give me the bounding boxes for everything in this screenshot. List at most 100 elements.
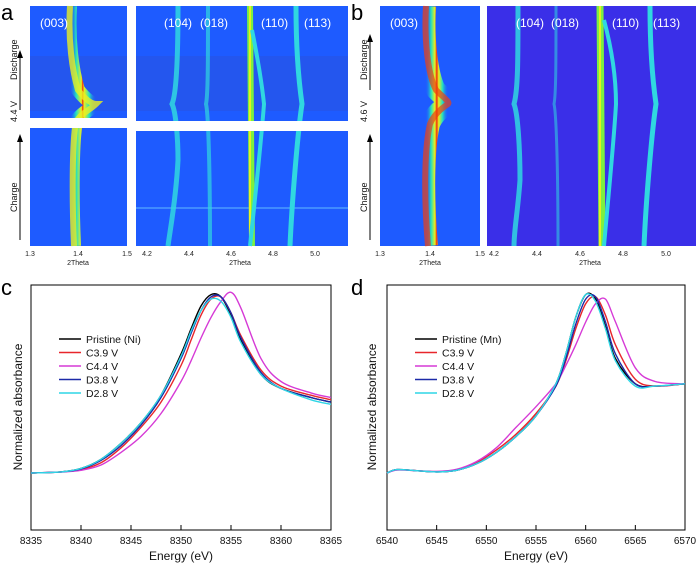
peak-label-b-110: (110) <box>612 16 639 30</box>
tick-b-right-1: 4.4 <box>532 251 542 258</box>
x-tick-label: 6555 <box>525 536 548 547</box>
legend-label: C4.4 V <box>442 361 474 373</box>
legend-d: Pristine (Mn) C3.9 VC4.4 V D3.8 VD2.8 V <box>415 334 502 400</box>
legend-label: C3.9 V <box>86 348 118 360</box>
x-tick-label: 6540 <box>376 536 399 547</box>
peak-113-trace-a <box>287 5 305 247</box>
tick-b-left-0: 1.3 <box>375 251 385 258</box>
xrd-contour-panel-b: Discharge 4.6 V Charge (003) 1.3 1.4 1.5… <box>359 5 696 267</box>
panel-letter-b: b <box>351 0 364 25</box>
side-labels-a: Discharge 4.4 V Charge <box>9 39 23 240</box>
xlabel-b-right: 2Theta <box>579 260 601 267</box>
x-tick-label: 8340 <box>70 536 93 547</box>
peak-110-split-a <box>248 29 267 247</box>
tick-a-right-2: 4.6 <box>226 251 236 258</box>
panel-letter-a: a <box>1 0 14 25</box>
series-lines-d <box>386 292 686 474</box>
peak-110-split-b <box>602 19 619 247</box>
peak-label-b-018: (018) <box>551 16 579 30</box>
xlabel-a-left: 2Theta <box>67 260 89 267</box>
x-tick-label: 6560 <box>575 536 598 547</box>
map-b-left: (003) 1.3 1.4 1.5 2Theta <box>375 5 485 267</box>
legend-label: C4.4 V <box>86 361 118 373</box>
peak-003-core-b <box>422 5 452 247</box>
series-line-c3-9-v <box>386 295 686 474</box>
tick-a-left-0: 1.3 <box>25 251 35 258</box>
discharge-arrowhead-b <box>367 34 373 42</box>
peak-018-trace-b <box>552 5 560 247</box>
tick-a-left-1: 1.4 <box>73 251 83 258</box>
xlabel-a-right: 2Theta <box>229 260 251 267</box>
tick-b-right-4: 5.0 <box>661 251 671 258</box>
map-b-right: (104) (018) (110) (113) 4.2 4.4 4.6 4.8 … <box>487 5 696 267</box>
legend-label: D2.8 V <box>86 388 118 400</box>
x-axis-title-c: Energy (eV) <box>149 549 213 563</box>
series-lines-c <box>30 291 332 474</box>
series-line-pristine-ni- <box>30 293 332 474</box>
tick-a-right-1: 4.4 <box>184 251 194 258</box>
plot-frame-c <box>30 284 332 531</box>
tick-a-right-0: 4.2 <box>142 251 152 258</box>
peak-label-b-104: (104) <box>516 16 544 30</box>
peak-label-a-003: (003) <box>40 16 68 30</box>
charge-arrowhead-a <box>17 134 23 142</box>
x-tick-label: 6565 <box>624 536 647 547</box>
voltage-label-a: 4.4 V <box>9 101 19 122</box>
x-tick-label: 8355 <box>220 536 243 547</box>
tick-b-left-1: 1.4 <box>425 251 435 258</box>
legend-label: D3.8 V <box>86 375 118 387</box>
map-a-left: (003) 1.3 1.4 1.5 2Theta <box>25 5 132 267</box>
peak-003-core-a <box>66 5 104 247</box>
peak-label-a-113: (113) <box>304 16 331 30</box>
charge-arrowhead-b <box>367 134 373 142</box>
tick-b-right-2: 4.6 <box>575 251 585 258</box>
panel-letter-d: d <box>351 275 364 300</box>
xlabel-b-left: 2Theta <box>419 260 441 267</box>
peak-label-a-104: (104) <box>164 16 192 30</box>
x-tick-label: 8345 <box>120 536 143 547</box>
map-a-right-band <box>136 56 348 111</box>
gap-a-right <box>136 121 348 131</box>
xas-chart-mn: 6540 6545 6550 6555 6560 6565 6570 Pristine (M… <box>365 284 697 563</box>
gap-a-left <box>30 118 127 128</box>
tick-a-right-3: 4.8 <box>268 251 278 258</box>
x-ticks-c: 8335 8340 8345 8350 8355 8360 8365 <box>20 525 343 547</box>
peak-label-b-003: (003) <box>390 16 418 30</box>
peak-label-a-110: (110) <box>261 16 288 30</box>
xas-chart-ni: 8335 8340 8345 8350 8355 8360 8365 Pristine (N… <box>11 284 343 563</box>
tick-b-right-3: 4.8 <box>618 251 628 258</box>
legend-label: C3.9 V <box>442 348 474 360</box>
map-b-right-bg <box>487 6 696 246</box>
x-tick-label: 8350 <box>170 536 193 547</box>
peak-label-b-113: (113) <box>653 16 680 30</box>
series-line-d2-8-v <box>386 293 686 474</box>
xrd-contour-panel-a: Discharge 4.4 V Charge (003) 1.3 1.4 1.5… <box>9 5 348 267</box>
peak-018-trace-a <box>203 5 212 247</box>
peak-label-a-018: (018) <box>200 16 228 30</box>
x-ticks-d: 6540 6545 6550 6555 6560 6565 6570 <box>376 525 697 547</box>
peak-104-trace-b <box>511 5 523 247</box>
side-labels-b: Discharge 4.6 V Charge <box>359 34 373 240</box>
series-line-c4-4-v <box>30 291 332 474</box>
peak-113-trace-b <box>641 5 659 247</box>
discharge-label-a: Discharge <box>9 39 19 80</box>
y-axis-title-c: Normalized absorbance <box>11 343 25 470</box>
tick-a-right-4: 5.0 <box>310 251 320 258</box>
legend-label: Pristine (Ni) <box>86 334 141 346</box>
x-tick-label: 6570 <box>674 536 697 547</box>
x-tick-label: 8365 <box>320 536 343 547</box>
tick-a-left-2: 1.5 <box>122 251 132 258</box>
tick-b-left-2: 1.5 <box>475 251 485 258</box>
legend-label: D2.8 V <box>442 388 474 400</box>
voltage-label-b: 4.6 V <box>359 101 369 122</box>
legend-c: Pristine (Ni) C3.9 VC4.4 V D3.8 VD2.8 V <box>59 334 141 400</box>
charge-label-a: Charge <box>9 182 19 212</box>
series-line-c3-9-v <box>30 295 332 474</box>
legend-label: Pristine (Mn) <box>442 334 502 346</box>
y-axis-title-d: Normalized absorbance <box>365 343 379 470</box>
series-line-d2-8-v <box>30 297 332 474</box>
charge-label-b: Charge <box>359 182 369 212</box>
map-a-right: (104) (018) (110) (113) 4.2 4.4 4.6 4.8 … <box>136 5 348 267</box>
tick-b-right-0: 4.2 <box>489 251 499 258</box>
discharge-arrowhead-a <box>17 50 23 58</box>
